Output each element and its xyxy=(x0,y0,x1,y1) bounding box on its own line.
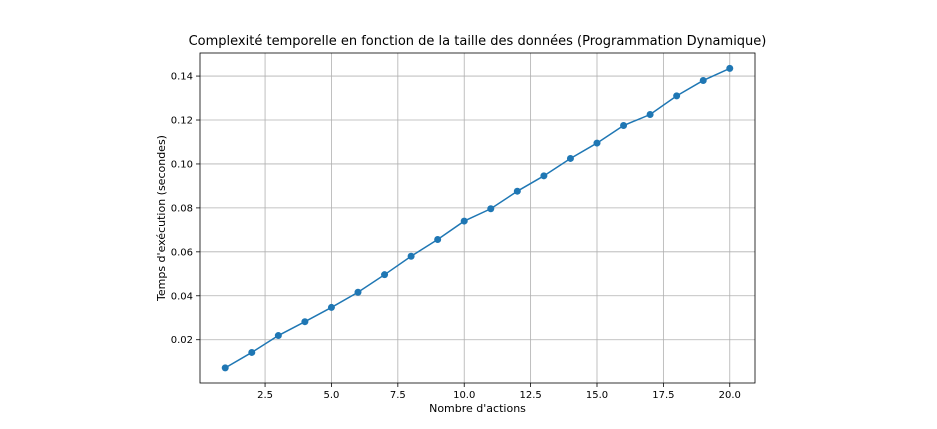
data-point xyxy=(248,348,256,356)
x-tick-label: 10.0 xyxy=(453,390,475,401)
data-point xyxy=(540,172,548,180)
x-tick-label: 20.0 xyxy=(719,390,741,401)
data-point xyxy=(301,318,309,326)
data-point xyxy=(566,154,574,162)
data-point xyxy=(620,122,628,130)
data-point xyxy=(673,92,681,100)
data-point xyxy=(460,217,468,225)
x-tick-label: 12.5 xyxy=(519,390,541,401)
y-tick-label: 0.04 xyxy=(171,291,193,302)
x-tick-label: 17.5 xyxy=(652,390,674,401)
data-point xyxy=(434,236,442,244)
data-point xyxy=(646,111,654,119)
axis-ticks: 2.5 5.0 7.5 10.0 12.5 15.0 17.5 20.0 0.02 0.04 0.0… xyxy=(171,72,741,401)
chart-title: Complexité temporelle en fonction de la … xyxy=(189,34,767,49)
y-axis-label: Temps d'exécution (secondes) xyxy=(155,135,168,302)
plot-frame xyxy=(199,52,756,384)
data-point xyxy=(487,205,495,213)
grid xyxy=(200,53,755,383)
data-point xyxy=(593,139,601,147)
y-tick-label: 0.12 xyxy=(171,116,193,127)
data-point xyxy=(274,332,282,340)
data-point xyxy=(327,303,335,311)
data-line xyxy=(224,67,731,369)
x-tick-label: 15.0 xyxy=(586,390,608,401)
series-line xyxy=(221,64,734,372)
y-tick-label: 0.02 xyxy=(171,335,193,346)
data-point xyxy=(699,76,707,84)
y-tick-label: 0.08 xyxy=(171,203,193,214)
data-point xyxy=(354,288,362,296)
x-axis-label: Nombre d'actions xyxy=(429,402,526,415)
x-tick-label: 2.5 xyxy=(257,390,273,401)
y-tick-label: 0.10 xyxy=(171,159,193,170)
x-tick-label: 5.0 xyxy=(323,390,339,401)
x-tick-label: 7.5 xyxy=(390,390,406,401)
data-point xyxy=(221,364,229,372)
data-point xyxy=(726,64,734,72)
data-point xyxy=(513,187,521,195)
data-point xyxy=(381,271,389,279)
data-point xyxy=(407,252,415,260)
y-tick-label: 0.06 xyxy=(171,247,193,258)
y-tick-label: 0.14 xyxy=(171,72,193,83)
